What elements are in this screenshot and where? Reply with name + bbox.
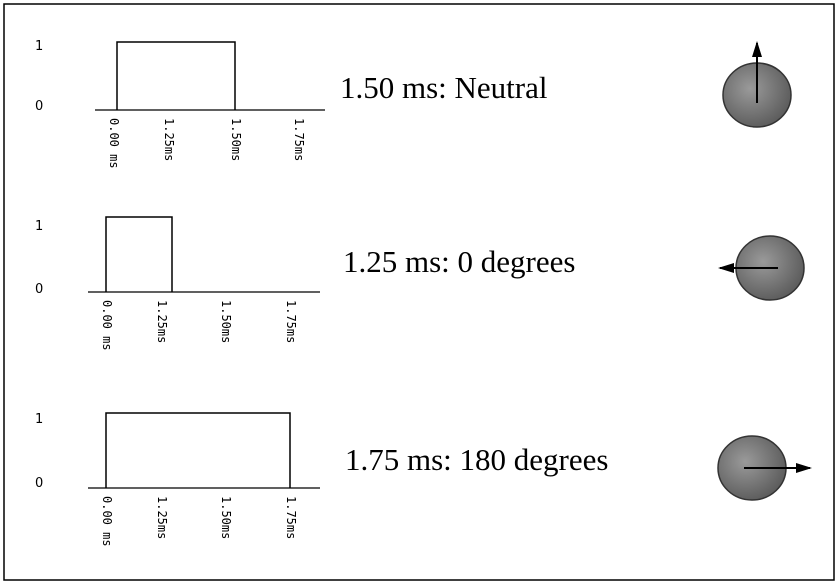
pulse	[105, 412, 291, 488]
y-label: 1	[35, 219, 43, 234]
x-label: 1.25ms	[155, 300, 169, 343]
x-label: 0.00 ms	[100, 300, 114, 351]
x-label: 1.75ms	[284, 300, 298, 343]
servo-arrow	[752, 41, 762, 57]
y-label: 0	[35, 99, 43, 114]
y-label: 0	[35, 476, 43, 491]
servo-arrow	[718, 263, 734, 273]
pulse	[116, 41, 236, 110]
x-label: 0.00 ms	[107, 118, 121, 169]
x-label: 1.25ms	[155, 496, 169, 539]
x-label: 1.50ms	[219, 300, 233, 343]
caption: 1.50 ms: Neutral	[340, 70, 548, 105]
frame	[3, 3, 835, 581]
caption: 1.75 ms: 180 degrees	[345, 442, 608, 477]
y-label: 1	[35, 39, 43, 54]
x-label: 0.00 ms	[100, 496, 114, 547]
pulse	[105, 216, 173, 292]
x-label: 1.50ms	[219, 496, 233, 539]
x-label: 1.75ms	[284, 496, 298, 539]
servo-arrow	[796, 463, 812, 473]
y-label: 1	[35, 412, 43, 427]
x-label: 1.50ms	[229, 118, 243, 161]
x-label: 1.75ms	[292, 118, 306, 161]
caption: 1.25 ms: 0 degrees	[343, 244, 575, 279]
y-label: 0	[35, 282, 43, 297]
x-label: 1.25ms	[162, 118, 176, 161]
